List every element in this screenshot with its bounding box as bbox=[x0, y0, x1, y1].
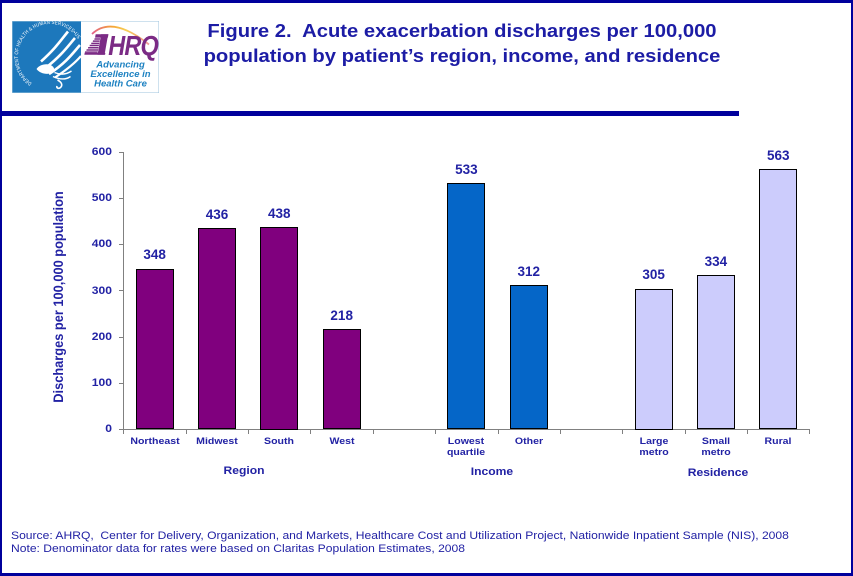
svg-text:Excellence in: Excellence in bbox=[90, 68, 150, 79]
svg-text:Health Care: Health Care bbox=[94, 78, 148, 89]
svg-text:Advancing: Advancing bbox=[95, 59, 145, 70]
svg-text:HRQ: HRQ bbox=[108, 31, 158, 61]
